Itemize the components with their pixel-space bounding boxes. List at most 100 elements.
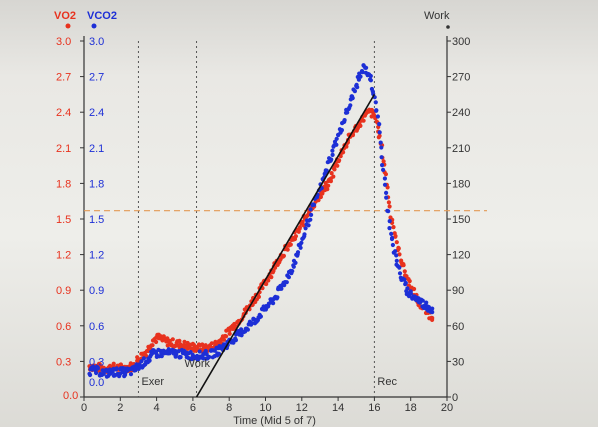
- work-tick-label: 180: [452, 178, 470, 190]
- point-vco2: [360, 70, 365, 75]
- point-vo2: [266, 278, 271, 283]
- point-vco2: [197, 349, 202, 354]
- point-vco2: [293, 260, 298, 265]
- point-vo2: [170, 337, 175, 342]
- point-vco2: [384, 190, 389, 195]
- vco2-tick-label: 1.2: [89, 250, 104, 262]
- series-vco2: [87, 63, 435, 379]
- point-vco2: [375, 114, 380, 119]
- point-vco2: [306, 223, 311, 228]
- point-vco2: [286, 275, 291, 280]
- point-vo2: [385, 185, 390, 190]
- reference-lines: [84, 41, 487, 397]
- vo2-tick-label: 1.8: [56, 178, 71, 190]
- point-vco2: [299, 240, 304, 245]
- point-vco2: [379, 145, 384, 150]
- point-vco2: [374, 108, 379, 113]
- vco2-tick-label: 0.3: [89, 356, 104, 368]
- point-vco2: [352, 89, 357, 94]
- vo2-tick-label: 1.5: [56, 214, 71, 226]
- point-vo2: [361, 118, 366, 123]
- series-work-line: [195, 93, 376, 398]
- point-vco2: [207, 354, 212, 360]
- point-vco2: [239, 333, 244, 338]
- point-vo2: [396, 246, 401, 251]
- x-tick-label: 0: [81, 402, 87, 414]
- point-vco2: [342, 118, 347, 123]
- point-vco2: [382, 176, 387, 181]
- point-vco2: [430, 306, 435, 311]
- point-vco2: [302, 232, 307, 237]
- vco2-tick-label: 2.7: [89, 72, 104, 84]
- point-vco2: [330, 148, 335, 153]
- point-vco2: [389, 231, 394, 236]
- point-vco2: [420, 298, 425, 303]
- work-tick-label: 270: [452, 72, 470, 84]
- point-vo2: [401, 262, 406, 267]
- point-vo2: [281, 253, 286, 258]
- point-vo2: [326, 183, 331, 188]
- point-vco2: [245, 327, 250, 332]
- ref-label-work: Work: [185, 358, 211, 370]
- point-vco2: [128, 372, 134, 377]
- point-vco2: [324, 168, 329, 173]
- x-tick-label: 12: [296, 402, 308, 414]
- x-tick-label: 8: [226, 402, 232, 414]
- point-vo2: [383, 172, 388, 177]
- point-vo2: [288, 242, 293, 247]
- point-vco2: [387, 219, 392, 224]
- vo2-tick-label: 0.6: [56, 321, 71, 333]
- point-vco2: [101, 371, 106, 376]
- point-vo2: [256, 294, 261, 299]
- work-tick-label: 30: [452, 356, 464, 368]
- point-vco2: [345, 110, 350, 115]
- point-vco2: [389, 236, 395, 242]
- point-vco2: [408, 291, 413, 296]
- point-vco2: [356, 77, 361, 82]
- x-tick-label: 18: [405, 402, 417, 414]
- point-vco2: [258, 314, 263, 319]
- point-vo2: [358, 123, 363, 128]
- point-vco2: [159, 354, 164, 359]
- point-vco2: [430, 310, 435, 315]
- point-vco2: [249, 321, 254, 326]
- vo2-tick-label: 2.4: [56, 107, 71, 119]
- point-vco2: [379, 155, 384, 160]
- point-vo2: [221, 337, 227, 342]
- vo2-tick-label: 1.2: [56, 250, 71, 262]
- point-vco2: [139, 359, 144, 364]
- point-vco2: [114, 366, 119, 371]
- point-vco2: [364, 65, 369, 70]
- point-vco2: [312, 202, 317, 207]
- point-vco2: [382, 182, 388, 187]
- point-vo2: [407, 279, 412, 284]
- point-vco2: [147, 358, 152, 363]
- point-vo2: [394, 240, 399, 245]
- work-axis-title: Work: [424, 10, 450, 22]
- point-vco2: [298, 245, 303, 250]
- point-vco2: [403, 280, 408, 286]
- point-vo2: [386, 200, 391, 205]
- vco2-tick-label: 2.1: [89, 143, 104, 155]
- point-vco2: [368, 78, 373, 83]
- point-vo2: [296, 229, 301, 234]
- work-tick-label: 240: [452, 107, 470, 119]
- legend-vco2: VCO2: [87, 10, 117, 22]
- point-vco2: [203, 348, 208, 354]
- x-tick-label: 4: [154, 402, 160, 414]
- point-vco2: [330, 152, 335, 157]
- point-vco2: [95, 366, 100, 371]
- point-vco2: [284, 280, 289, 285]
- point-vo2: [331, 174, 336, 179]
- point-vo2: [300, 219, 305, 224]
- point-vco2: [123, 372, 128, 377]
- point-vco2: [279, 286, 284, 291]
- work-tick-label: 60: [452, 321, 464, 333]
- point-vo2: [264, 281, 269, 287]
- point-vco2: [394, 253, 399, 258]
- point-vo2: [377, 133, 382, 138]
- point-vo2: [200, 342, 205, 347]
- vco2-tick-label: 0.6: [89, 321, 104, 333]
- point-vo2: [402, 269, 407, 274]
